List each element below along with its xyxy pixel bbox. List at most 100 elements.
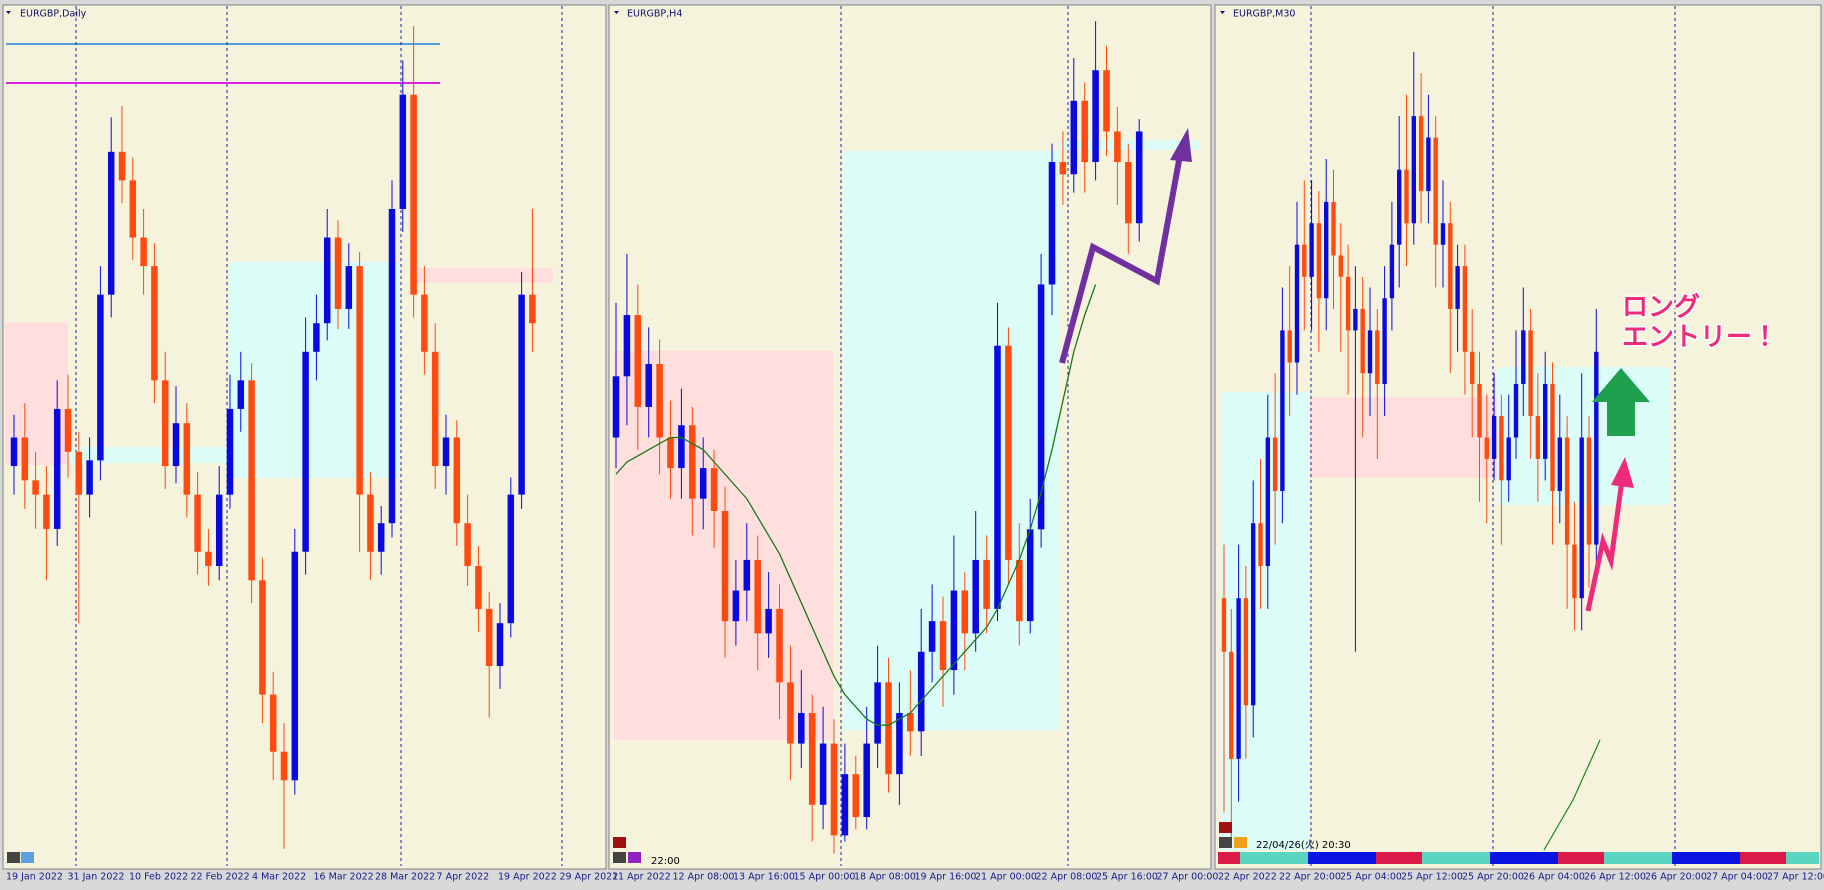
candle-body [1070,100,1078,175]
candle-body [1535,416,1541,459]
candle-body [302,351,309,552]
x-tick-label: 27 Apr 12:00 [1767,872,1824,883]
candle-body [1513,383,1519,438]
candle-body [852,774,860,818]
x-tick-label: 11 Apr 2022 [612,872,671,883]
candle-body [1016,559,1023,622]
candle-body [656,364,663,438]
candle-body [1026,529,1034,622]
candle-body [1294,244,1300,363]
candle-body [896,712,903,775]
candle-body [1389,244,1395,299]
x-tick-label: 22 Apr 2022 [1218,872,1277,883]
annotation: エントリー！ [1622,323,1778,353]
candle-body [1367,330,1373,374]
candle-body [496,623,504,667]
candle-body [507,494,515,624]
arrow-head [1170,128,1192,162]
candle-body [269,694,277,752]
indicator-line [1543,739,1601,851]
candle-body [313,323,320,352]
candle-body [410,94,417,295]
candle-body [1491,416,1497,459]
candle-body [1114,131,1121,163]
icon [613,852,626,863]
candle-body [732,590,740,622]
candle-body [1221,598,1227,652]
candle-body [1594,351,1599,545]
candle-body [129,180,137,238]
candle-body [743,559,751,591]
x-tick-label: 25 Apr 16:00 [1096,872,1158,883]
candle-body [1448,223,1453,309]
candle-body [830,743,838,836]
candle-body [678,425,685,469]
candle-body [1251,523,1256,706]
candle-body [431,351,439,467]
candle-body [1360,308,1365,374]
candle-body [226,408,234,495]
zone [230,262,400,478]
candle-body [1103,70,1110,132]
x-tick-label: 25 Apr 20:00 [1462,872,1524,883]
candle-body [1579,437,1584,599]
candle-body [1243,598,1249,706]
icon [7,852,20,863]
candle-body [612,376,620,438]
x-tick-label: 22 Feb 2022 [191,872,250,883]
candle-body [1092,70,1099,163]
candle-body [118,151,126,181]
candle-body [961,590,969,634]
candle-body [1324,201,1329,299]
x-tick-label: 22 Apr 20:00 [1279,872,1341,883]
panel-title: EURGBP,H4 [627,9,682,20]
candle-body [1287,330,1292,363]
x-tick-label: 26 Apr 20:00 [1645,872,1707,883]
candle-body [10,437,18,467]
candle-body [819,743,827,805]
candle-body [1418,116,1424,192]
candle-body [367,494,374,552]
candle-body [1455,266,1460,309]
candle-body [1353,308,1358,331]
candle-body [1081,100,1088,163]
icon [21,852,34,863]
candle-body [787,682,794,744]
candle-body [172,423,180,467]
candle-body [1484,437,1489,459]
candle-body [1426,137,1431,192]
candle-body [1543,383,1548,459]
candle-body [1316,223,1322,299]
up-arrow [1592,368,1650,436]
candle-body [475,566,482,609]
candle-body [1397,169,1402,245]
candles [10,21,1599,854]
candle-body [388,208,396,524]
candle-body [1338,255,1343,277]
candle-body [1005,345,1012,560]
candle-body [1280,330,1285,492]
candle-body [32,480,39,495]
candle-body [86,460,93,495]
candle-body [1059,162,1067,175]
candle-body [529,294,536,324]
x-tick-label: 21 Apr 00:00 [975,872,1037,883]
x-tick-label: 25 Apr 12:00 [1401,872,1463,883]
candle-body [754,559,761,634]
candle-body [798,712,805,744]
candle-body [1499,416,1504,481]
panel-title: EURGBP,M30 [1233,9,1295,20]
candle-body [75,451,83,495]
arrow-head [1611,457,1634,488]
candle-body [1125,162,1132,224]
icon [628,852,641,863]
candle-body [97,294,104,461]
x-tick-label: 28 Mar 2022 [375,872,435,883]
candle-body [1564,437,1570,545]
candle-body [237,380,245,409]
candle-body [1302,244,1307,277]
candle-body [623,315,631,377]
arrow [1585,479,1625,612]
